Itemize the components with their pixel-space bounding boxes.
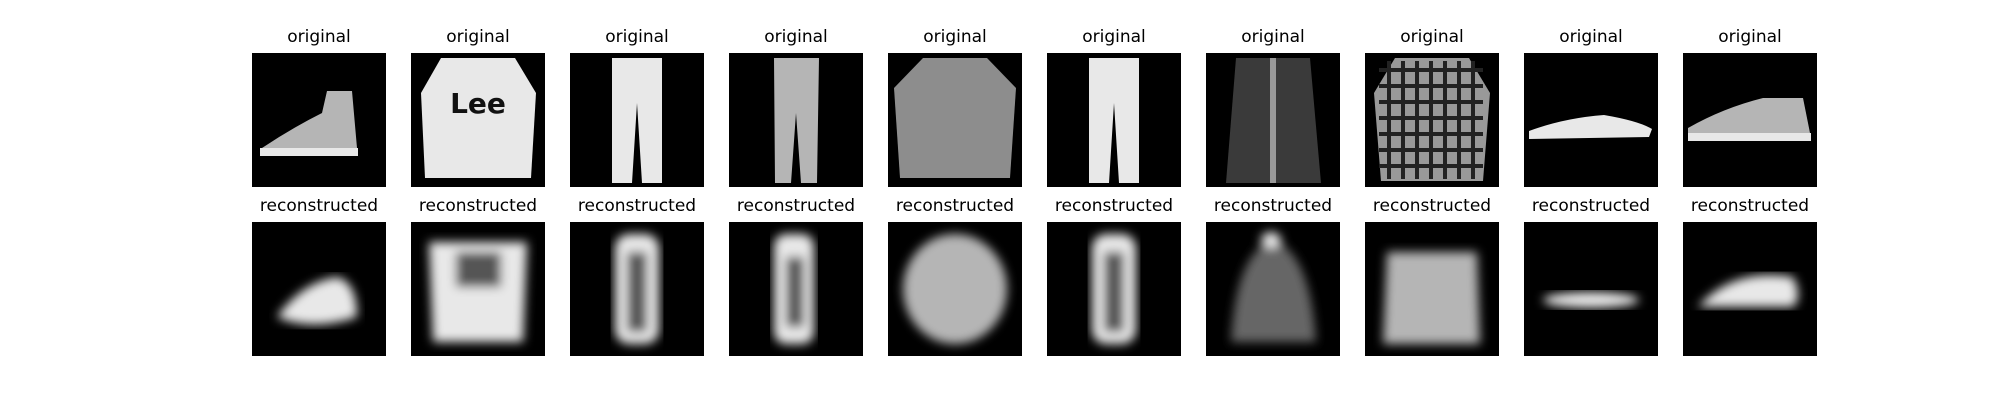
reconstructed-image-trousers-dark	[729, 222, 863, 356]
reconstructed-title: reconstructed	[418, 196, 538, 216]
original-image-sweater-with-logo: Lee	[411, 53, 545, 187]
original-image-shirt	[888, 53, 1022, 187]
reconstructed-image-trousers-light	[1047, 222, 1181, 356]
reconstructed-title: reconstructed	[577, 196, 697, 216]
original-title: original	[1559, 27, 1623, 47]
original-title: original	[1718, 27, 1782, 47]
original-image-sandal	[1524, 53, 1658, 187]
reconstructed-image-plaid-shirt	[1365, 222, 1499, 356]
original-title: original	[446, 27, 510, 47]
reconstructed-title: reconstructed	[1213, 196, 1333, 216]
original-title: original	[1082, 27, 1146, 47]
svg-text:Lee: Lee	[450, 87, 506, 120]
reconstructed-image-trousers	[570, 222, 704, 356]
original-image-sneaker	[1683, 53, 1817, 187]
reconstructed-image-sneaker	[1683, 222, 1817, 356]
original-title: original	[764, 27, 828, 47]
reconstructed-image-ankle-boot	[252, 222, 386, 356]
original-title: original	[1400, 27, 1464, 47]
reconstructed-title: reconstructed	[895, 196, 1015, 216]
reconstructed-title: reconstructed	[1531, 196, 1651, 216]
reconstructed-title: reconstructed	[1690, 196, 1810, 216]
original-image-trousers-dark	[729, 53, 863, 187]
original-image-ankle-boot	[252, 53, 386, 187]
reconstructed-title: reconstructed	[1372, 196, 1492, 216]
reconstructed-image-shirt	[888, 222, 1022, 356]
reconstructed-title: reconstructed	[1054, 196, 1174, 216]
original-title: original	[923, 27, 987, 47]
reconstructed-title: reconstructed	[736, 196, 856, 216]
original-image-plaid-shirt	[1365, 53, 1499, 187]
original-title: original	[287, 27, 351, 47]
original-title: original	[605, 27, 669, 47]
reconstructed-image-sandal	[1524, 222, 1658, 356]
reconstructed-image-sweater-with-logo	[411, 222, 545, 356]
original-image-trousers	[570, 53, 704, 187]
original-image-trousers-light	[1047, 53, 1181, 187]
reconstructed-title: reconstructed	[259, 196, 379, 216]
original-title: original	[1241, 27, 1305, 47]
original-image-coat-dark	[1206, 53, 1340, 187]
reconstructed-image-coat-dark	[1206, 222, 1340, 356]
